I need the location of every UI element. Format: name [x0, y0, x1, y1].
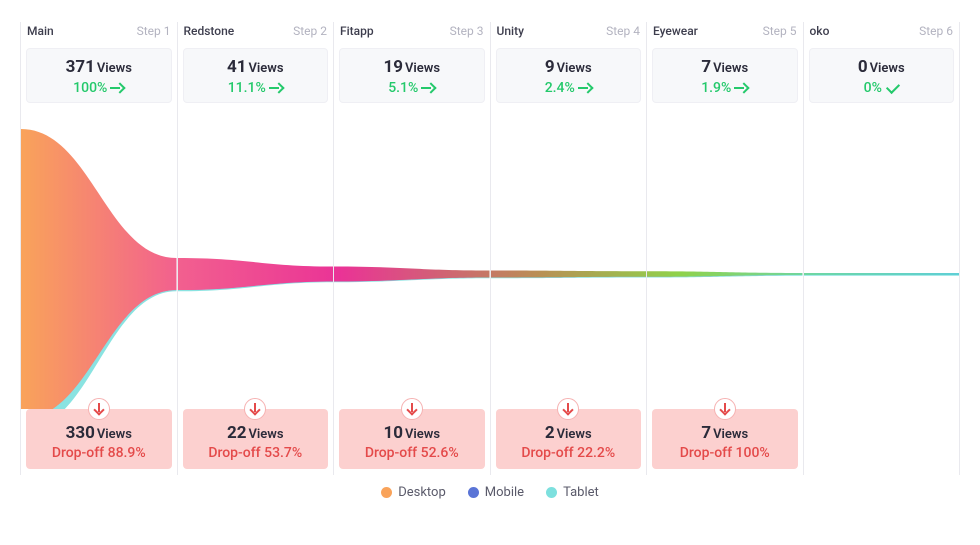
step-views: 0Views: [814, 57, 950, 77]
arrow-down-icon: [721, 403, 729, 415]
step-pct: 2.4%: [545, 80, 592, 96]
funnel-step: Unity Step 4 9Views 2.4% 2Views Drop-off 22.…: [491, 22, 648, 475]
arrow-right-icon: [269, 83, 283, 93]
dropoff-pct: Drop-off 52.6%: [343, 445, 481, 461]
dropoff-views: 2Views: [500, 423, 638, 443]
dropoff-badge: [401, 398, 423, 420]
funnel-segment: [647, 109, 803, 409]
funnel-step: Redstone Step 2 41Views 11.1% 22Views Drop-o…: [178, 22, 335, 475]
step-views: 41Views: [188, 57, 324, 77]
funnel-segment-area: [334, 109, 490, 409]
dropoff-views: 22Views: [187, 423, 325, 443]
legend-item: Mobile: [468, 485, 524, 500]
dropoff-badge: [88, 398, 110, 420]
funnel-segment-area: [178, 109, 334, 409]
step-stats: 9Views 2.4%: [496, 48, 642, 103]
dropoff-badge: [557, 398, 579, 420]
legend-dot: [546, 487, 557, 498]
funnel-segment-area: [491, 109, 647, 409]
legend-label: Tablet: [563, 485, 599, 500]
step-stats: 371Views 100%: [26, 48, 172, 103]
legend-dot: [381, 487, 392, 498]
step-pct: 11.1%: [228, 80, 283, 96]
step-pct: 100%: [73, 80, 124, 96]
legend-label: Mobile: [485, 485, 524, 500]
dropoff-pct: Drop-off 53.7%: [187, 445, 325, 461]
funnel-step: oko Step 6 0Views 0%: [804, 22, 961, 475]
step-stats: 7Views 1.9%: [652, 48, 798, 103]
step-title: Redstone: [184, 24, 235, 38]
step-stats: 41Views 11.1%: [183, 48, 329, 103]
arrow-down-icon: [408, 403, 416, 415]
legend-label: Desktop: [398, 485, 446, 500]
step-header: oko Step 6: [804, 22, 960, 48]
step-number: Step 4: [606, 24, 640, 38]
funnel-segment: [21, 109, 177, 409]
arrow-right-icon: [734, 83, 748, 93]
funnel-segment-area: [647, 109, 803, 409]
dropoff-badge: [244, 398, 266, 420]
legend: Desktop Mobile Tablet: [20, 485, 960, 500]
step-header: Unity Step 4: [491, 22, 647, 48]
arrow-down-icon: [95, 403, 103, 415]
step-header: Fitapp Step 3: [334, 22, 490, 48]
legend-item: Tablet: [546, 485, 599, 500]
funnel-segment: [178, 109, 334, 409]
dropoff-badge: [714, 398, 736, 420]
dropoff-row: 22Views Drop-off 53.7%: [183, 409, 329, 469]
step-title: oko: [810, 24, 830, 38]
funnel-segment: [491, 109, 647, 409]
dropoff-views: 10Views: [343, 423, 481, 443]
step-views: 7Views: [657, 57, 793, 77]
funnel-step: Eyewear Step 5 7Views 1.9% 7Views Drop-off 1…: [647, 22, 804, 475]
step-stats: 19Views 5.1%: [339, 48, 485, 103]
step-number: Step 3: [450, 24, 484, 38]
step-pct: 5.1%: [388, 80, 435, 96]
dropoff-views: 7Views: [656, 423, 794, 443]
funnel-segment-area: [21, 109, 177, 409]
arrow-right-icon: [421, 83, 435, 93]
arrow-down-icon: [251, 403, 259, 415]
step-header: Main Step 1: [21, 22, 177, 48]
funnel-columns: Main Step 1 371Views 100% 330Views Drop-off …: [20, 22, 960, 475]
dropoff-pct: Drop-off 22.2%: [500, 445, 638, 461]
funnel-step: Fitapp Step 3 19Views 5.1% 10Views Drop-off …: [334, 22, 491, 475]
arrow-down-icon: [564, 403, 572, 415]
check-icon: [886, 80, 900, 94]
step-pct: 1.9%: [701, 80, 748, 96]
arrow-right-icon: [578, 83, 592, 93]
step-title: Eyewear: [653, 24, 698, 38]
dropoff-row: 2Views Drop-off 22.2%: [496, 409, 642, 469]
arrow-right-icon: [110, 83, 124, 93]
step-header: Eyewear Step 5: [647, 22, 803, 48]
step-number: Step 1: [137, 24, 171, 38]
step-views: 371Views: [31, 57, 167, 77]
funnel-chart: Main Step 1 371Views 100% 330Views Drop-off …: [20, 0, 960, 500]
step-title: Main: [27, 24, 54, 38]
step-stats: 0Views 0%: [809, 48, 955, 103]
dropoff-row: 330Views Drop-off 88.9%: [26, 409, 172, 469]
step-number: Step 6: [919, 24, 953, 38]
funnel-segment-area: [804, 109, 960, 409]
step-title: Fitapp: [340, 24, 374, 38]
dropoff-views: 330Views: [30, 423, 168, 443]
legend-dot: [468, 487, 479, 498]
step-number: Step 2: [293, 24, 327, 38]
funnel-step: Main Step 1 371Views 100% 330Views Drop-off …: [21, 22, 178, 475]
dropoff-pct: Drop-off 100%: [656, 445, 794, 461]
dropoff-row: 7Views Drop-off 100%: [652, 409, 798, 469]
step-views: 19Views: [344, 57, 480, 77]
dropoff-row: 10Views Drop-off 52.6%: [339, 409, 485, 469]
step-views: 9Views: [501, 57, 637, 77]
funnel-segment: [334, 109, 490, 409]
step-header: Redstone Step 2: [178, 22, 334, 48]
dropoff-pct: Drop-off 88.9%: [30, 445, 168, 461]
step-number: Step 5: [763, 24, 797, 38]
step-title: Unity: [497, 24, 524, 38]
legend-item: Desktop: [381, 485, 446, 500]
funnel-segment: [804, 109, 960, 409]
step-pct: 0%: [864, 80, 899, 96]
